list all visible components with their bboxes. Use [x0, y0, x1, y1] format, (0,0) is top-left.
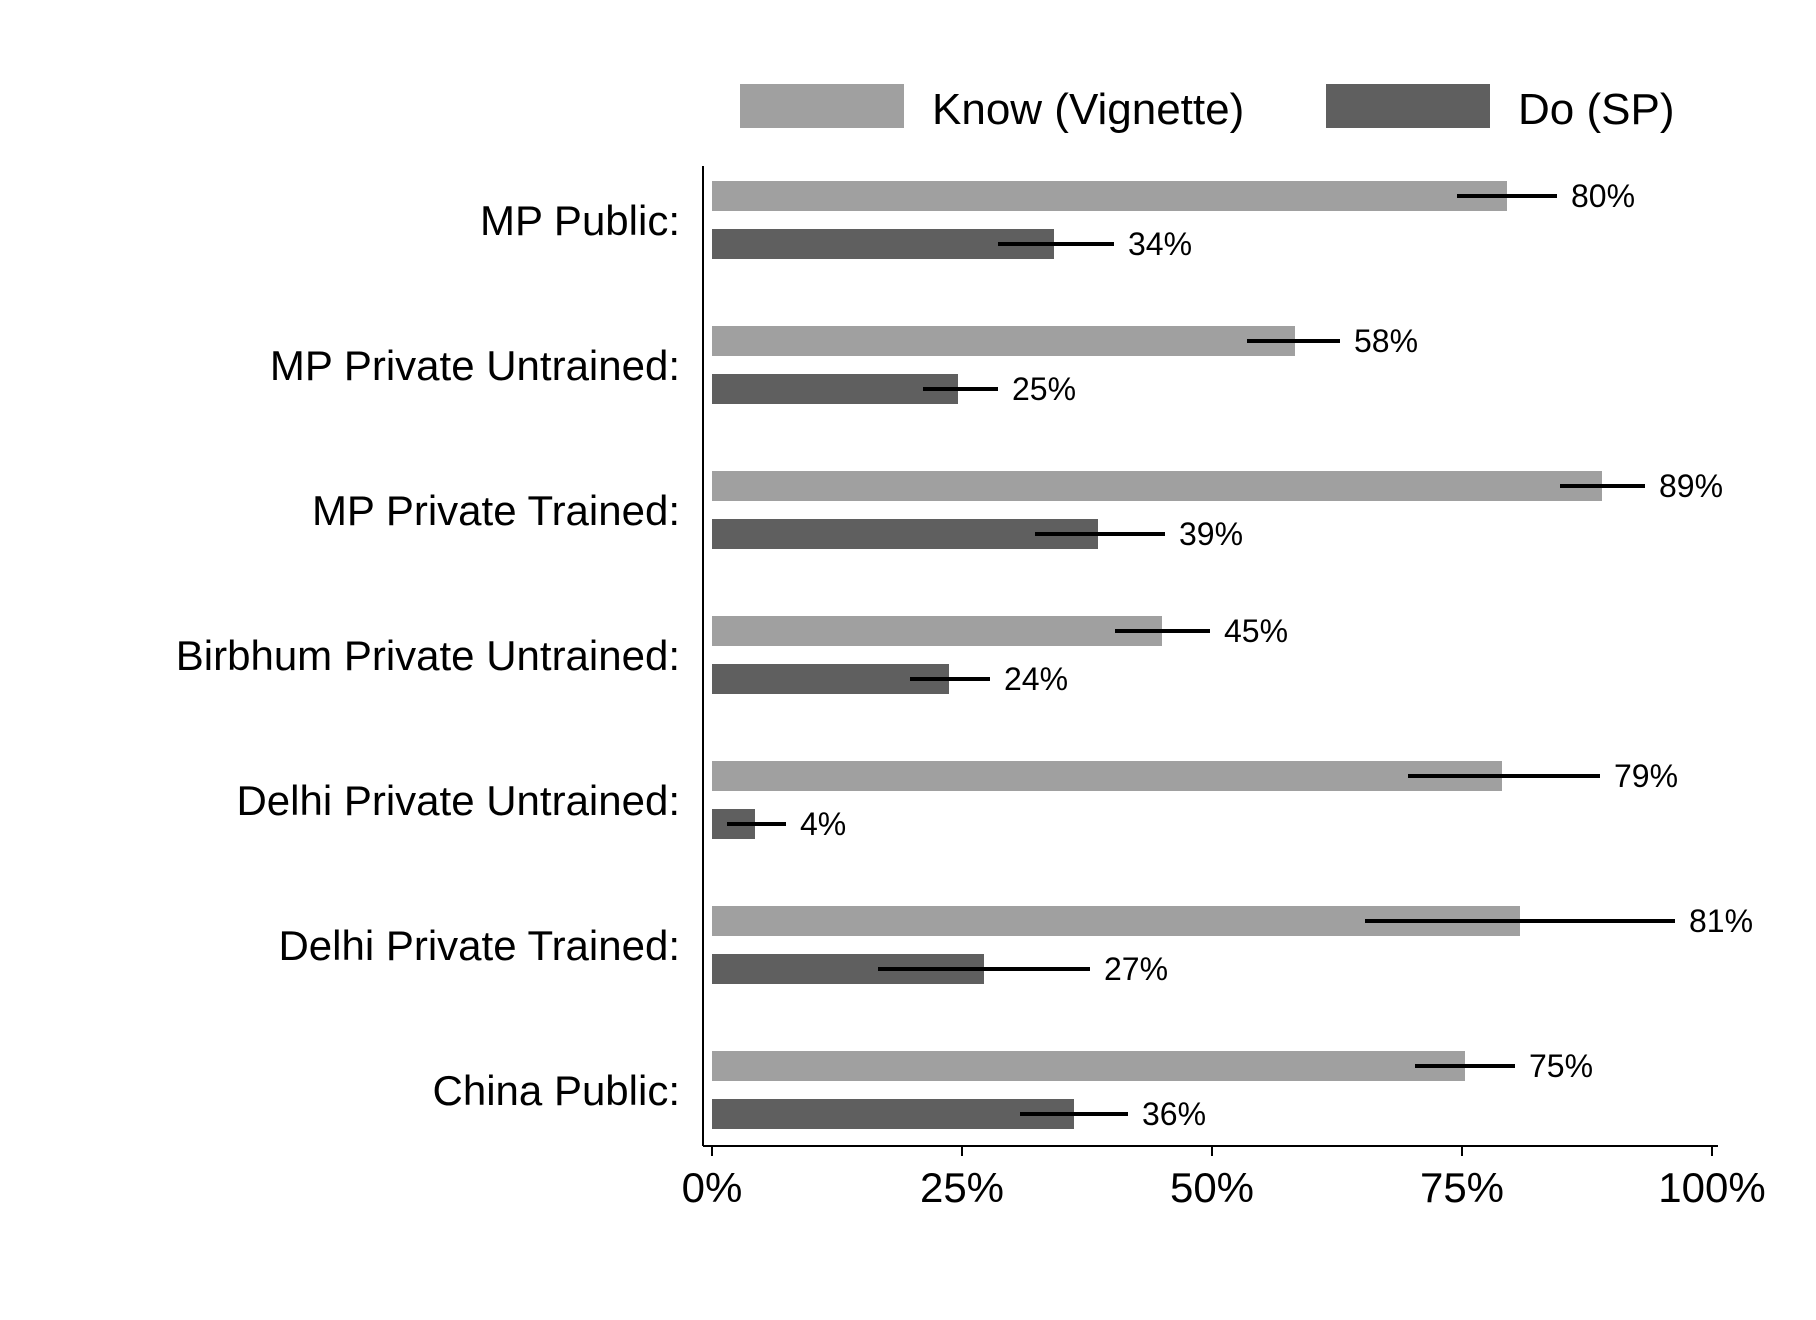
category-labels: MP Public: MP Private Untrained: MP Privat… — [176, 197, 680, 1114]
legend-label: Do (SP) — [1518, 85, 1674, 134]
x-tick-label: 0% — [682, 1164, 743, 1211]
data-label: 27% — [1104, 951, 1168, 987]
category-label: China Public: — [433, 1067, 680, 1114]
bar — [712, 181, 1507, 211]
bar — [712, 1099, 1074, 1129]
bars — [712, 181, 1602, 1129]
bar — [712, 664, 949, 694]
data-label: 39% — [1179, 516, 1243, 552]
x-tick-label: 50% — [1170, 1164, 1254, 1211]
x-tick-label: 25% — [920, 1164, 1004, 1211]
bar — [712, 326, 1295, 356]
bar — [712, 1051, 1465, 1081]
data-label: 79% — [1614, 758, 1678, 794]
bar — [712, 374, 958, 404]
data-label: 58% — [1354, 323, 1418, 359]
bar — [712, 229, 1054, 259]
bar — [712, 616, 1162, 646]
category-label: MP Private Trained: — [312, 487, 680, 534]
bar — [712, 519, 1098, 549]
category-label: MP Private Untrained: — [270, 342, 680, 389]
bar — [712, 761, 1502, 791]
legend-swatch — [740, 84, 904, 128]
x-tick-label: 100% — [1658, 1164, 1765, 1211]
data-label: 25% — [1012, 371, 1076, 407]
data-label: 45% — [1224, 613, 1288, 649]
data-labels: 80% 34% 58% 25% 89% 39% 45% 24% 79% 4% 81% 27% 75% 36… — [800, 178, 1753, 1132]
data-label: 34% — [1128, 226, 1192, 262]
legend: Know (Vignette) Do (SP) — [740, 84, 1674, 134]
category-label: Delhi Private Trained: — [278, 922, 680, 969]
bar — [712, 471, 1602, 501]
x-tick-label: 75% — [1420, 1164, 1504, 1211]
axes: 0% 25% 50% 75% 100% — [682, 166, 1766, 1211]
legend-swatch — [1326, 84, 1490, 128]
data-label: 75% — [1529, 1048, 1593, 1084]
data-label: 89% — [1659, 468, 1723, 504]
category-label: Delhi Private Untrained: — [236, 777, 680, 824]
data-label: 24% — [1004, 661, 1068, 697]
legend-label: Know (Vignette) — [932, 85, 1244, 134]
data-label: 81% — [1689, 903, 1753, 939]
category-label: MP Public: — [480, 197, 680, 244]
data-label: 4% — [800, 806, 846, 842]
data-label: 80% — [1571, 178, 1635, 214]
data-label: 36% — [1142, 1096, 1206, 1132]
error-bars — [727, 194, 1675, 1116]
category-label: Birbhum Private Untrained: — [176, 632, 680, 679]
